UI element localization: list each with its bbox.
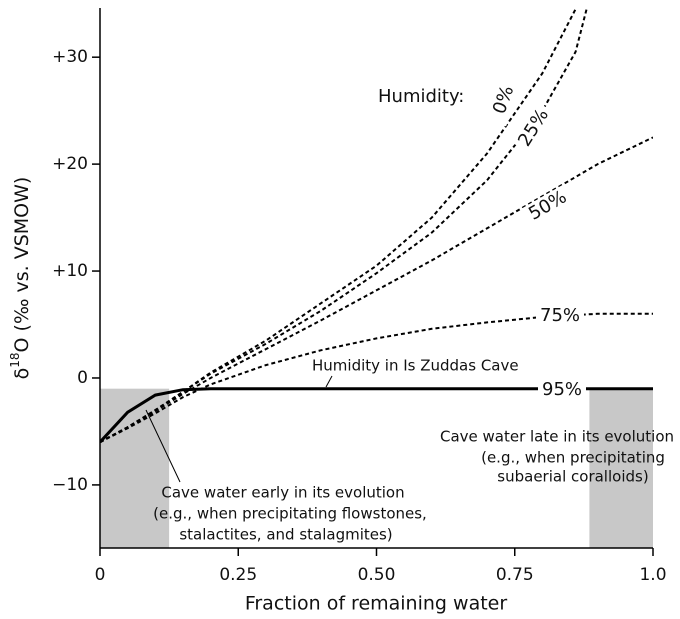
annotation: Humidity: [378,86,464,107]
series-label: 75% [540,305,580,326]
x-tick-label: 0 [95,565,106,585]
annotation: Cave water early in its evolution [161,484,404,502]
series-line [100,312,653,443]
y-label-part: δ [11,368,33,380]
y-tick-label: +30 [52,47,88,67]
series-line [100,8,577,443]
y-tick-label: +20 [52,154,88,174]
y-label-part: O (‰ vs. VSMOW) [11,177,33,353]
series-label-group: 95% [538,379,586,401]
label-gap [538,379,586,401]
annotation: (e.g., when precipitating [481,449,665,467]
annotation: (e.g., when precipitating flowstones, [153,505,427,523]
annotation: subaerial coralloids) [497,468,648,486]
y-tick-label: +10 [52,261,88,281]
series-label-group: 75% [536,305,584,327]
annotation: Humidity in Is Zuddas Cave [312,357,519,375]
series-line [100,8,588,443]
label-gap [521,184,575,228]
annotation: Cave water late in its evolution [440,428,674,446]
series-line [100,136,653,443]
shaded-region [100,388,170,548]
series-label-group: 50% [521,184,575,228]
series-label: 95% [542,379,582,400]
series-label-group: 25% [511,101,557,155]
label-gap [511,101,557,155]
y-tick-label: 0 [77,368,88,388]
label-gap [485,73,523,127]
x-axis-label: Fraction of remaining water [245,593,508,615]
annotation: stalactites, and stalagmites) [179,526,392,544]
x-tick-label: 0.25 [219,565,257,585]
leader-line [145,409,181,483]
shaded-region [589,388,653,548]
x-tick-label: 0.75 [496,565,534,585]
y-label-sup: 18 [8,352,22,367]
x-tick-label: 1.0 [639,565,666,585]
y-tick-label: −10 [52,475,88,495]
y-axis-label: δ18O (‰ vs. VSMOW) [8,177,33,380]
label-gap [536,305,584,327]
x-tick-label: 0.50 [358,565,396,585]
leader-line [325,375,333,388]
plot-area [100,8,653,444]
series-label-group: 0% [485,73,523,127]
